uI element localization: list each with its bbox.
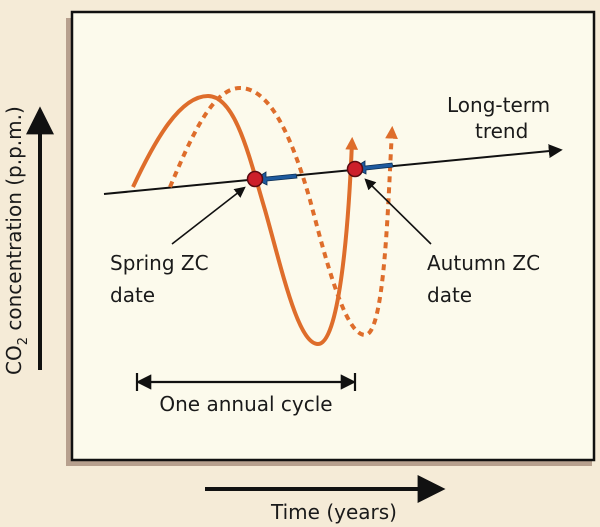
plot-panel (70, 10, 596, 462)
y-axis-label: CO2 concentration (p.p.m.) (2, 106, 31, 375)
x-axis-label: Time (years) (270, 500, 397, 524)
annual-cycle-label: One annual cycle (159, 392, 332, 416)
autumn-pointer-line (364, 178, 432, 245)
spring-zc-label-line1: Spring ZC (110, 251, 209, 275)
autumn-zc-marker (346, 160, 364, 178)
spring-zc-label-line2: date (110, 283, 155, 307)
seasonal-curve-solid (131, 93, 359, 347)
long-term-trend-line (103, 144, 563, 195)
spring-pointer-line (171, 186, 246, 245)
autumn-zc-label-line1: Autumn ZC (427, 251, 540, 275)
spring-zc-marker (246, 170, 264, 188)
autumn-zc-label-line2: date (427, 283, 472, 307)
trend-label-line2: trend (475, 119, 528, 143)
trend-label-line1: Long-term (447, 93, 550, 117)
